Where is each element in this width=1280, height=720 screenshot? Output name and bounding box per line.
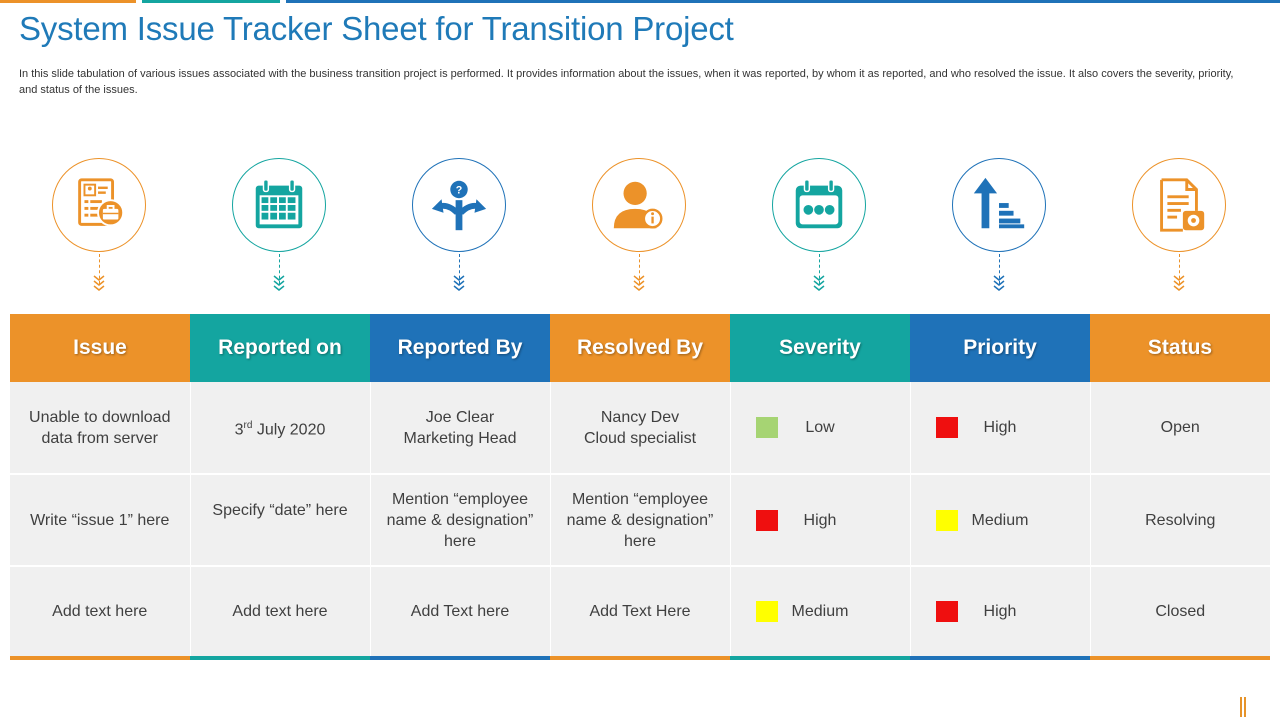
chevron-down-icon	[93, 275, 105, 291]
calendar-dots-icon	[772, 158, 866, 252]
person-info-icon	[592, 158, 686, 252]
priority-high-marker	[935, 417, 958, 438]
severity-medium-marker	[755, 601, 778, 622]
cell-reported-by: Add Text here	[370, 565, 551, 656]
icon-column-priority	[910, 158, 1090, 298]
header-reported-by: Reported By	[370, 314, 550, 382]
chevron-down-icon	[273, 275, 285, 291]
cell-priority: High	[910, 565, 1091, 656]
page-description: In this slide tabulation of various issu…	[19, 68, 1234, 96]
cell-priority: Medium	[910, 473, 1091, 566]
header-severity: Severity	[730, 314, 910, 382]
svg-text:?: ?	[456, 184, 463, 196]
severity-low-marker	[755, 417, 778, 438]
cell-severity: Medium	[730, 565, 911, 656]
document-gear-icon	[1132, 158, 1226, 252]
cell-issue: Write “issue 1” here	[10, 473, 191, 566]
calendar-grid-icon	[232, 158, 326, 252]
cell-reported-on: 3rd July 2020	[190, 382, 371, 474]
cell-status: Open	[1090, 382, 1270, 474]
header-issue: Issue	[10, 314, 190, 382]
priority-high-marker	[935, 601, 958, 622]
person-direction-icon: ?	[412, 158, 506, 252]
chevron-down-icon	[813, 275, 825, 291]
top-accent-bars	[0, 0, 1280, 6]
table-row: Write “issue 1” here Specify “date” here…	[10, 473, 1270, 566]
cell-status: Resolving	[1090, 473, 1270, 566]
header-reported-on: Reported on	[190, 314, 370, 382]
header-priority: Priority	[910, 314, 1090, 382]
cell-severity: High	[730, 473, 911, 566]
header-status: Status	[1090, 314, 1270, 382]
icon-column-resolved-by	[550, 158, 730, 298]
cell-reported-by: Mention “employee name & designation” he…	[370, 473, 551, 566]
cell-severity: Low	[730, 382, 911, 474]
cell-priority: High	[910, 382, 1091, 474]
icon-row: ?	[10, 158, 1270, 298]
table-bottom-accent	[10, 656, 1270, 660]
icon-column-issue	[10, 158, 190, 298]
icon-column-severity	[730, 158, 910, 298]
cell-issue: Add text here	[10, 565, 191, 656]
chevron-down-icon	[993, 275, 1005, 291]
cell-reported-on: Add text here	[190, 565, 371, 656]
cell-issue: Unable to download data from server	[10, 382, 191, 474]
page-marker	[1240, 697, 1246, 717]
icon-column-reported-by: ?	[370, 158, 550, 298]
cell-resolved-by: Nancy Dev Cloud specialist	[550, 382, 731, 474]
cell-resolved-by: Add Text Here	[550, 565, 731, 656]
priority-medium-marker	[935, 509, 958, 531]
cell-reported-by: Joe Clear Marketing Head	[370, 382, 551, 474]
page-title: System Issue Tracker Sheet for Transitio…	[19, 10, 734, 47]
cell-reported-on: Specify “date” here	[190, 473, 371, 566]
chevron-down-icon	[633, 275, 645, 291]
cell-status: Closed	[1090, 565, 1270, 656]
priority-arrow-icon	[952, 158, 1046, 252]
severity-high-marker	[755, 509, 778, 531]
table-row: Add text here Add text here Add Text her…	[10, 565, 1270, 656]
issue-tracker-table: Issue Reported on Reported By Resolved B…	[10, 314, 1270, 660]
table-header-row: Issue Reported on Reported By Resolved B…	[10, 314, 1270, 382]
issue-document-icon	[52, 158, 146, 252]
chevron-down-icon	[1173, 275, 1185, 291]
icon-column-reported-on	[190, 158, 370, 298]
table-row: Unable to download data from server 3rd …	[10, 382, 1270, 474]
header-resolved-by: Resolved By	[550, 314, 730, 382]
cell-resolved-by: Mention “employee name & designation” he…	[550, 473, 731, 566]
chevron-down-icon	[453, 275, 465, 291]
icon-column-status	[1090, 158, 1270, 298]
